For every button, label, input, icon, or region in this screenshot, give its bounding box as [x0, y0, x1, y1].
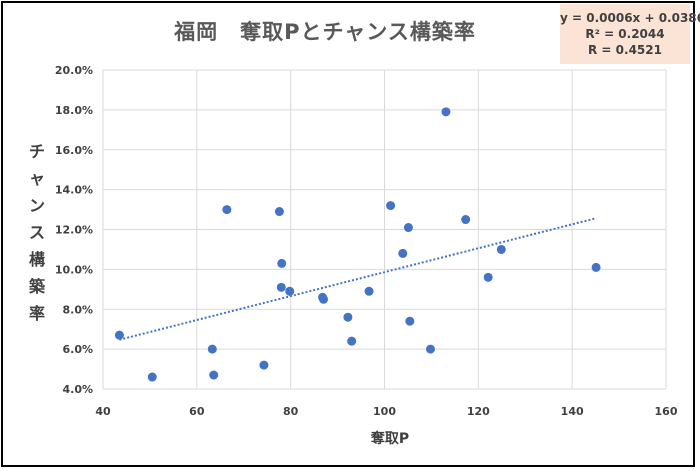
- data-point: [147, 372, 157, 382]
- x-axis-label: 奪取P: [370, 431, 410, 447]
- y-tick-label: 12.0%: [55, 224, 93, 237]
- x-tick-labels: 40 60 80 100 120 140 160: [95, 405, 677, 418]
- regression-equation: y = 0.0006x + 0.0386: [560, 11, 700, 25]
- data-point: [347, 336, 357, 346]
- r-squared-value: R² = 0.2044: [585, 27, 665, 41]
- data-point: [403, 223, 413, 233]
- y-tick-label: 4.0%: [62, 383, 93, 396]
- data-point: [591, 262, 601, 272]
- data-point: [405, 316, 415, 326]
- y-axis-label-char: ャ: [28, 169, 45, 188]
- y-tick-label: 18.0%: [55, 104, 93, 117]
- y-tick-label: 20.0%: [55, 64, 93, 77]
- y-tick-labels: 4.0% 6.0% 8.0% 10.0% 12.0% 14.0% 16.0% 18.0% 20.…: [55, 64, 93, 396]
- y-axis-label-char: 構: [28, 250, 45, 269]
- data-point: [319, 294, 329, 304]
- x-tick-label: 40: [95, 405, 111, 418]
- data-point: [277, 258, 287, 268]
- y-axis-label-char: ン: [28, 196, 45, 215]
- data-point: [259, 360, 269, 370]
- data-point: [274, 207, 284, 217]
- trendline-path: [119, 217, 597, 341]
- data-point: [496, 244, 506, 254]
- y-axis-label-char: 築: [28, 277, 45, 296]
- data-point: [483, 272, 493, 282]
- data-points: [114, 107, 601, 382]
- y-tick-label: 6.0%: [62, 343, 93, 356]
- y-axis-label-char: チ: [28, 142, 45, 161]
- data-point: [343, 312, 353, 322]
- y-axis-label-char: 率: [28, 304, 45, 323]
- y-axis-label-char: ス: [28, 223, 45, 242]
- r-value: R = 0.4521: [588, 43, 662, 57]
- data-point: [209, 370, 219, 380]
- data-point: [441, 107, 451, 117]
- y-tick-label: 16.0%: [55, 144, 93, 157]
- data-point: [425, 344, 435, 354]
- chart-title: 福岡 奪取Pとチャンス構築率: [174, 20, 476, 44]
- data-point: [114, 330, 124, 340]
- data-point: [207, 344, 217, 354]
- data-point: [364, 286, 374, 296]
- x-tick-label: 100: [373, 405, 396, 418]
- y-tick-label: 14.0%: [55, 184, 93, 197]
- x-tick-label: 80: [283, 405, 299, 418]
- x-tick-label: 160: [655, 405, 678, 418]
- data-point: [398, 248, 408, 258]
- y-tick-label: 8.0%: [62, 303, 93, 316]
- regression-annotation: y = 0.0006x + 0.0386 R² = 0.2044 R = 0.4…: [560, 4, 700, 64]
- y-tick-label: 10.0%: [55, 263, 93, 276]
- grid-lines: [102, 69, 667, 390]
- x-tick-label: 60: [189, 405, 205, 418]
- data-point: [276, 282, 286, 292]
- x-tick-label: 120: [467, 405, 490, 418]
- y-axis-label: チャンス構築率: [26, 138, 48, 327]
- x-tick-label: 140: [561, 405, 584, 418]
- data-point: [222, 205, 232, 215]
- data-point: [461, 215, 471, 225]
- data-point: [386, 201, 396, 211]
- trendline: [119, 217, 597, 341]
- data-point: [285, 286, 295, 296]
